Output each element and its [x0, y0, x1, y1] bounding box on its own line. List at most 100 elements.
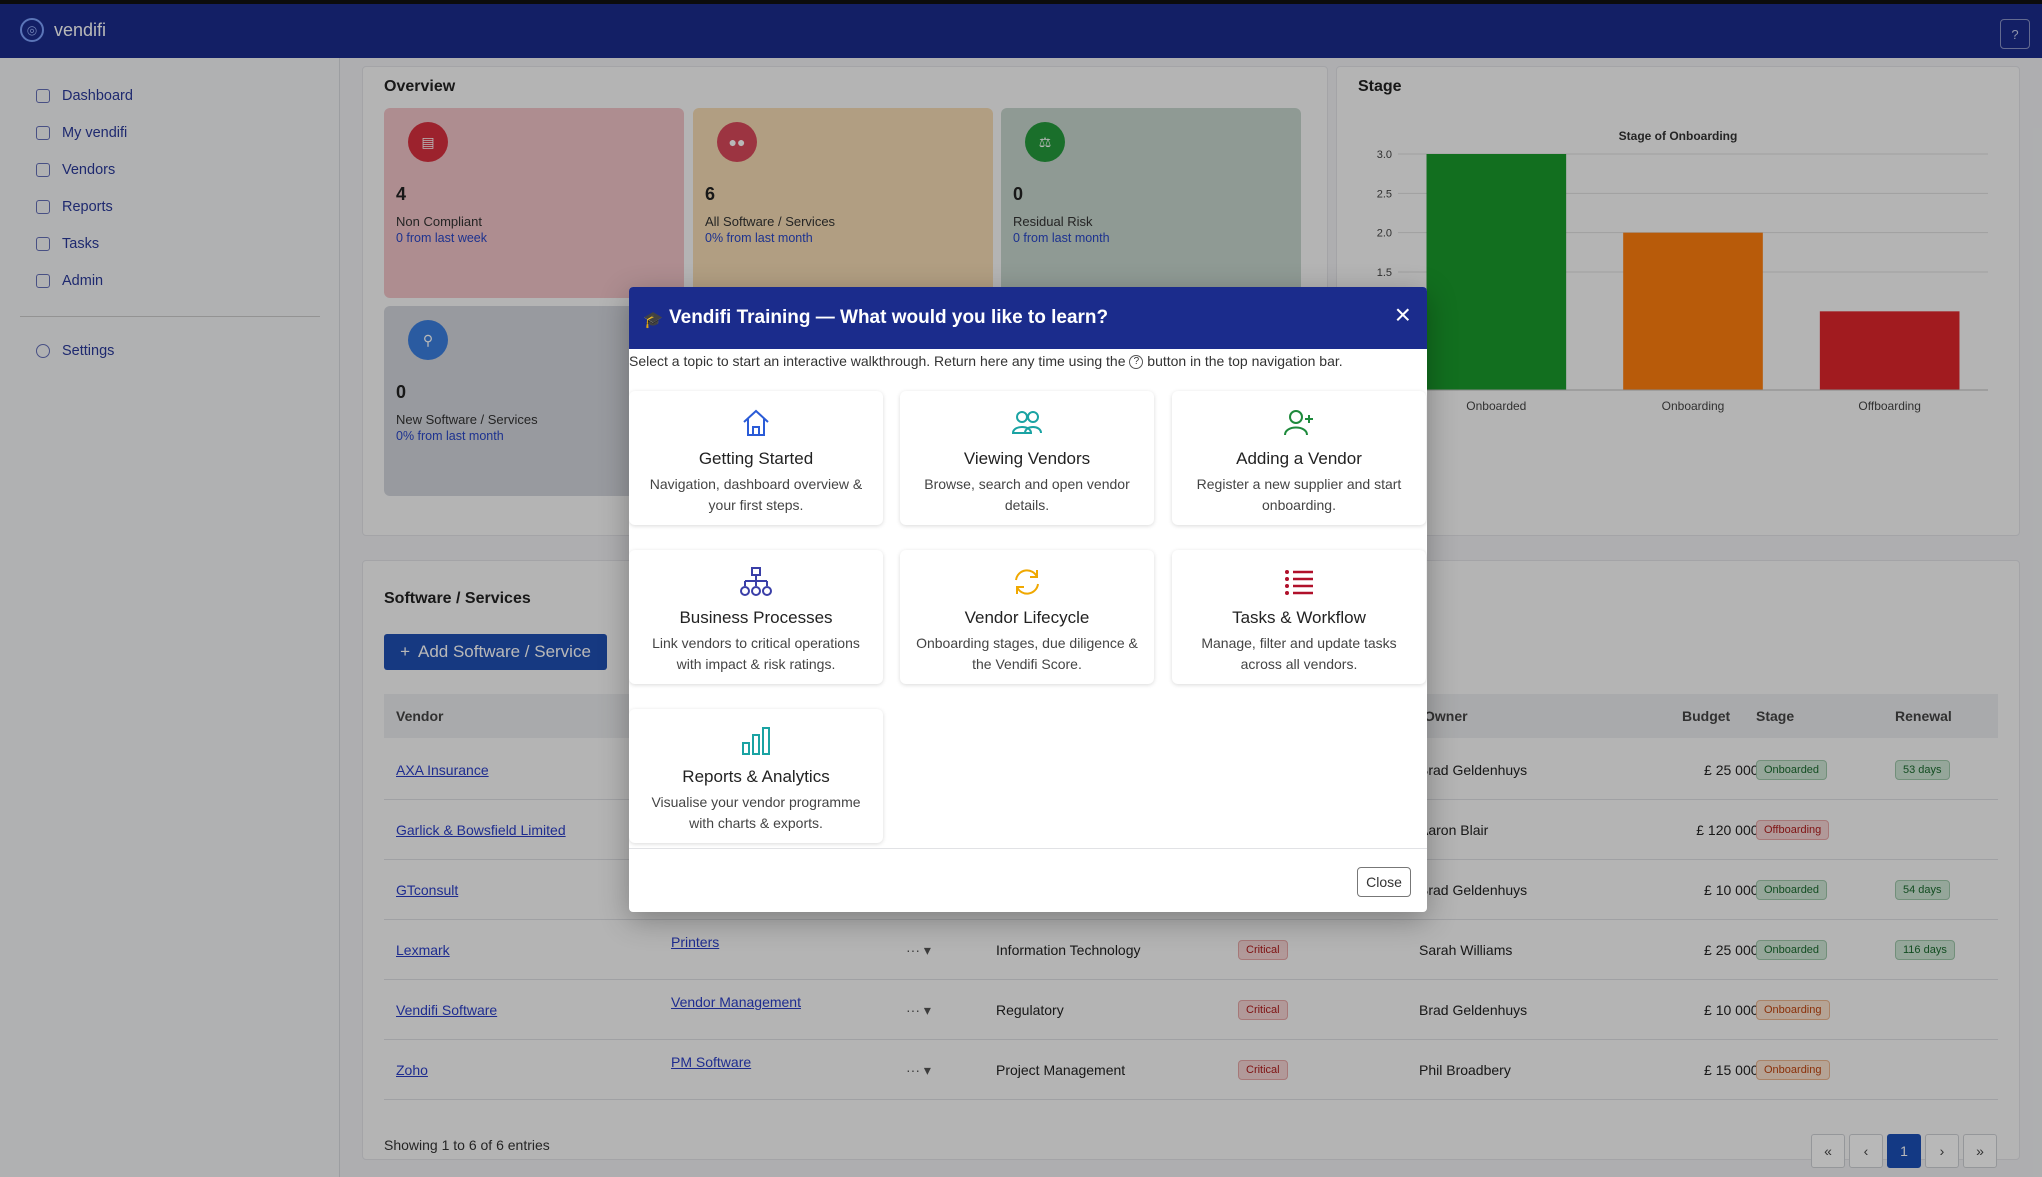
plus-icon: + [400, 642, 410, 661]
owner: Phil Broadbery [1419, 1062, 1511, 1078]
card-label: Non Compliant [396, 214, 482, 229]
user-plus-icon [1284, 410, 1313, 436]
sidebar-item-reports[interactable]: Reports [36, 199, 113, 215]
sidebar-item-label: Settings [62, 343, 115, 359]
card-sub: 0% from last month [705, 231, 813, 245]
intro-text-b: button in the top navigation bar. [1147, 353, 1343, 369]
topic-reports-analytics[interactable]: Reports & Analytics Visualise your vendo… [629, 709, 883, 843]
topic-business-processes[interactable]: Business Processes Link vendors to criti… [629, 550, 883, 684]
pager-next[interactable]: › [1925, 1134, 1959, 1168]
sidebar-item-label: Vendors [62, 162, 116, 178]
card-value: 0 [1013, 184, 1024, 204]
sidebar-item-label: My vendifi [62, 125, 128, 141]
sidebar-item-label: Dashboard [62, 88, 133, 104]
topic-title: Tasks & Workflow [1232, 608, 1366, 627]
users-icon [36, 163, 50, 177]
question-circle-icon[interactable]: ? [2000, 19, 2030, 49]
criticality-badge: Critical [1238, 1060, 1288, 1080]
actions-menu-icon[interactable]: ··· ▾ [906, 1002, 931, 1018]
service-link[interactable]: Printers [671, 934, 720, 950]
pager-first[interactable]: « [1811, 1134, 1845, 1168]
sidebar-divider [20, 316, 320, 317]
col-budget[interactable]: Budget [1682, 708, 1731, 724]
vendor-link[interactable]: Zoho [396, 1062, 428, 1078]
stage-title: Stage [1358, 78, 1402, 95]
card-label: New Software / Services [396, 412, 538, 427]
actions-menu-icon[interactable]: ··· ▾ [906, 942, 931, 958]
actions-menu-icon[interactable]: ··· ▾ [906, 1062, 931, 1078]
table-row: Vendifi Software Vendor Management ··· ▾ Re… [384, 980, 1998, 1040]
dashboard-icon [36, 89, 50, 103]
topic-viewing-vendors[interactable]: Viewing Vendors Browse, search and open … [900, 391, 1154, 525]
topic-vendor-lifecycle[interactable]: Vendor Lifecycle Onboarding stages, due … [900, 550, 1154, 684]
topic-desc: Visualise your vendor programme with cha… [651, 794, 861, 831]
col-stage[interactable]: Stage [1756, 708, 1795, 724]
stage-badge: Onboarded [1756, 940, 1828, 960]
brand[interactable]: ◎ vendifi [20, 18, 106, 42]
topic-tasks-workflow[interactable]: Tasks & Workflow Manage, filter and upda… [1172, 550, 1426, 684]
sidebar-item-settings[interactable]: Settings [36, 343, 114, 359]
vendor-link[interactable]: Garlick & Bowsfield Limited [396, 822, 566, 838]
add-software-button[interactable]: + Add Software / Service [384, 634, 607, 670]
card-all-software[interactable]: ●● 6 All Software / Services 0% from las… [693, 108, 993, 298]
brand-name: vendifi [54, 19, 107, 40]
category: Information Technology [996, 942, 1141, 958]
overview-title: Overview [384, 78, 456, 95]
home-icon [743, 409, 769, 436]
renewal-badge: 116 days [1895, 940, 1955, 960]
renewal-badge: 53 days [1895, 760, 1950, 780]
sidebar-item-vendors[interactable]: Vendors [36, 162, 115, 178]
pager-prev[interactable]: ‹ [1849, 1134, 1883, 1168]
card-residual-risk[interactable]: ⚖ 0 Residual Risk 0 from last month [1001, 108, 1301, 298]
sidebar-item-tasks[interactable]: Tasks [36, 236, 99, 252]
vendor-link[interactable]: Vendifi Software [396, 1002, 498, 1018]
tag-icon [36, 126, 50, 140]
topic-desc: Browse, search and open vendor details. [924, 476, 1130, 513]
report-icon [36, 200, 50, 214]
col-vendor[interactable]: Vendor [396, 708, 444, 724]
vendor-link[interactable]: Lexmark [396, 942, 450, 958]
sitemap-icon [740, 567, 772, 596]
category: Regulatory [996, 1002, 1064, 1018]
topic-title: Reports & Analytics [682, 767, 830, 786]
vendor-link[interactable]: GTconsult [396, 882, 459, 898]
table-row: Lexmark Printers ··· ▾ Information Technolo… [384, 920, 1998, 980]
topic-desc: Onboarding stages, due diligence & the V… [916, 635, 1138, 672]
card-sub: 0 from last month [1013, 231, 1110, 245]
vendor-link[interactable]: AXA Insurance [396, 762, 489, 778]
service-link[interactable]: Vendor Management [671, 994, 801, 1010]
add-software-label: Add Software / Service [418, 642, 591, 661]
intro-text-a: Select a topic to start an interactive w… [629, 353, 1126, 369]
topic-desc: Manage, filter and update tasks across a… [1201, 635, 1397, 672]
close-icon[interactable]: × [1394, 299, 1411, 330]
list-icon [36, 237, 50, 251]
sidebar-item-admin[interactable]: Admin [36, 273, 103, 289]
vendifi-logo-icon: ◎ [20, 18, 44, 42]
close-button[interactable]: Close [1357, 867, 1411, 897]
topic-desc: Register a new supplier and start onboar… [1196, 476, 1402, 513]
table-row: GTconsult Brad Geldenhuys £ 10 000.00 Onboa… [384, 860, 1998, 920]
stage-badge: Onboarded [1756, 880, 1828, 900]
owner: Brad Geldenhuys [1419, 1002, 1528, 1018]
topic-getting-started[interactable]: Getting Started Navigation, dashboard ov… [629, 391, 883, 525]
gear-icon [36, 344, 50, 358]
topic-adding-vendor[interactable]: Adding a Vendor Register a new supplier … [1172, 391, 1426, 525]
pager-page-1[interactable]: 1 [1887, 1134, 1921, 1168]
sidebar-item-dashboard[interactable]: Dashboard [36, 88, 133, 104]
pager-last[interactable]: » [1963, 1134, 1997, 1168]
y-tick-label: 1.5 [1377, 267, 1392, 279]
card-non-compliant[interactable]: ▤ 4 Non Compliant 0 from last week [384, 108, 684, 298]
col-renewal[interactable]: Renewal [1895, 708, 1952, 724]
topic-desc: Navigation, dashboard overview & your fi… [649, 476, 863, 513]
table-row: Zoho PM Software ··· ▾ Project Management Cr… [384, 1040, 1998, 1100]
x-tick-label: Offboarding [1858, 399, 1921, 413]
criticality-badge: Critical [1238, 940, 1288, 960]
col-owner[interactable]: Owner [1424, 708, 1468, 724]
bar-offboarding [1819, 311, 1960, 390]
renewal-badge: 54 days [1895, 880, 1950, 900]
y-tick-label: 3.0 [1377, 149, 1392, 161]
users-icon: ●● [717, 122, 757, 162]
topic-desc: Link vendors to critical operations with… [652, 635, 860, 672]
sidebar-item-my-vendifi[interactable]: My vendifi [36, 125, 127, 141]
service-link[interactable]: PM Software [671, 1054, 752, 1070]
